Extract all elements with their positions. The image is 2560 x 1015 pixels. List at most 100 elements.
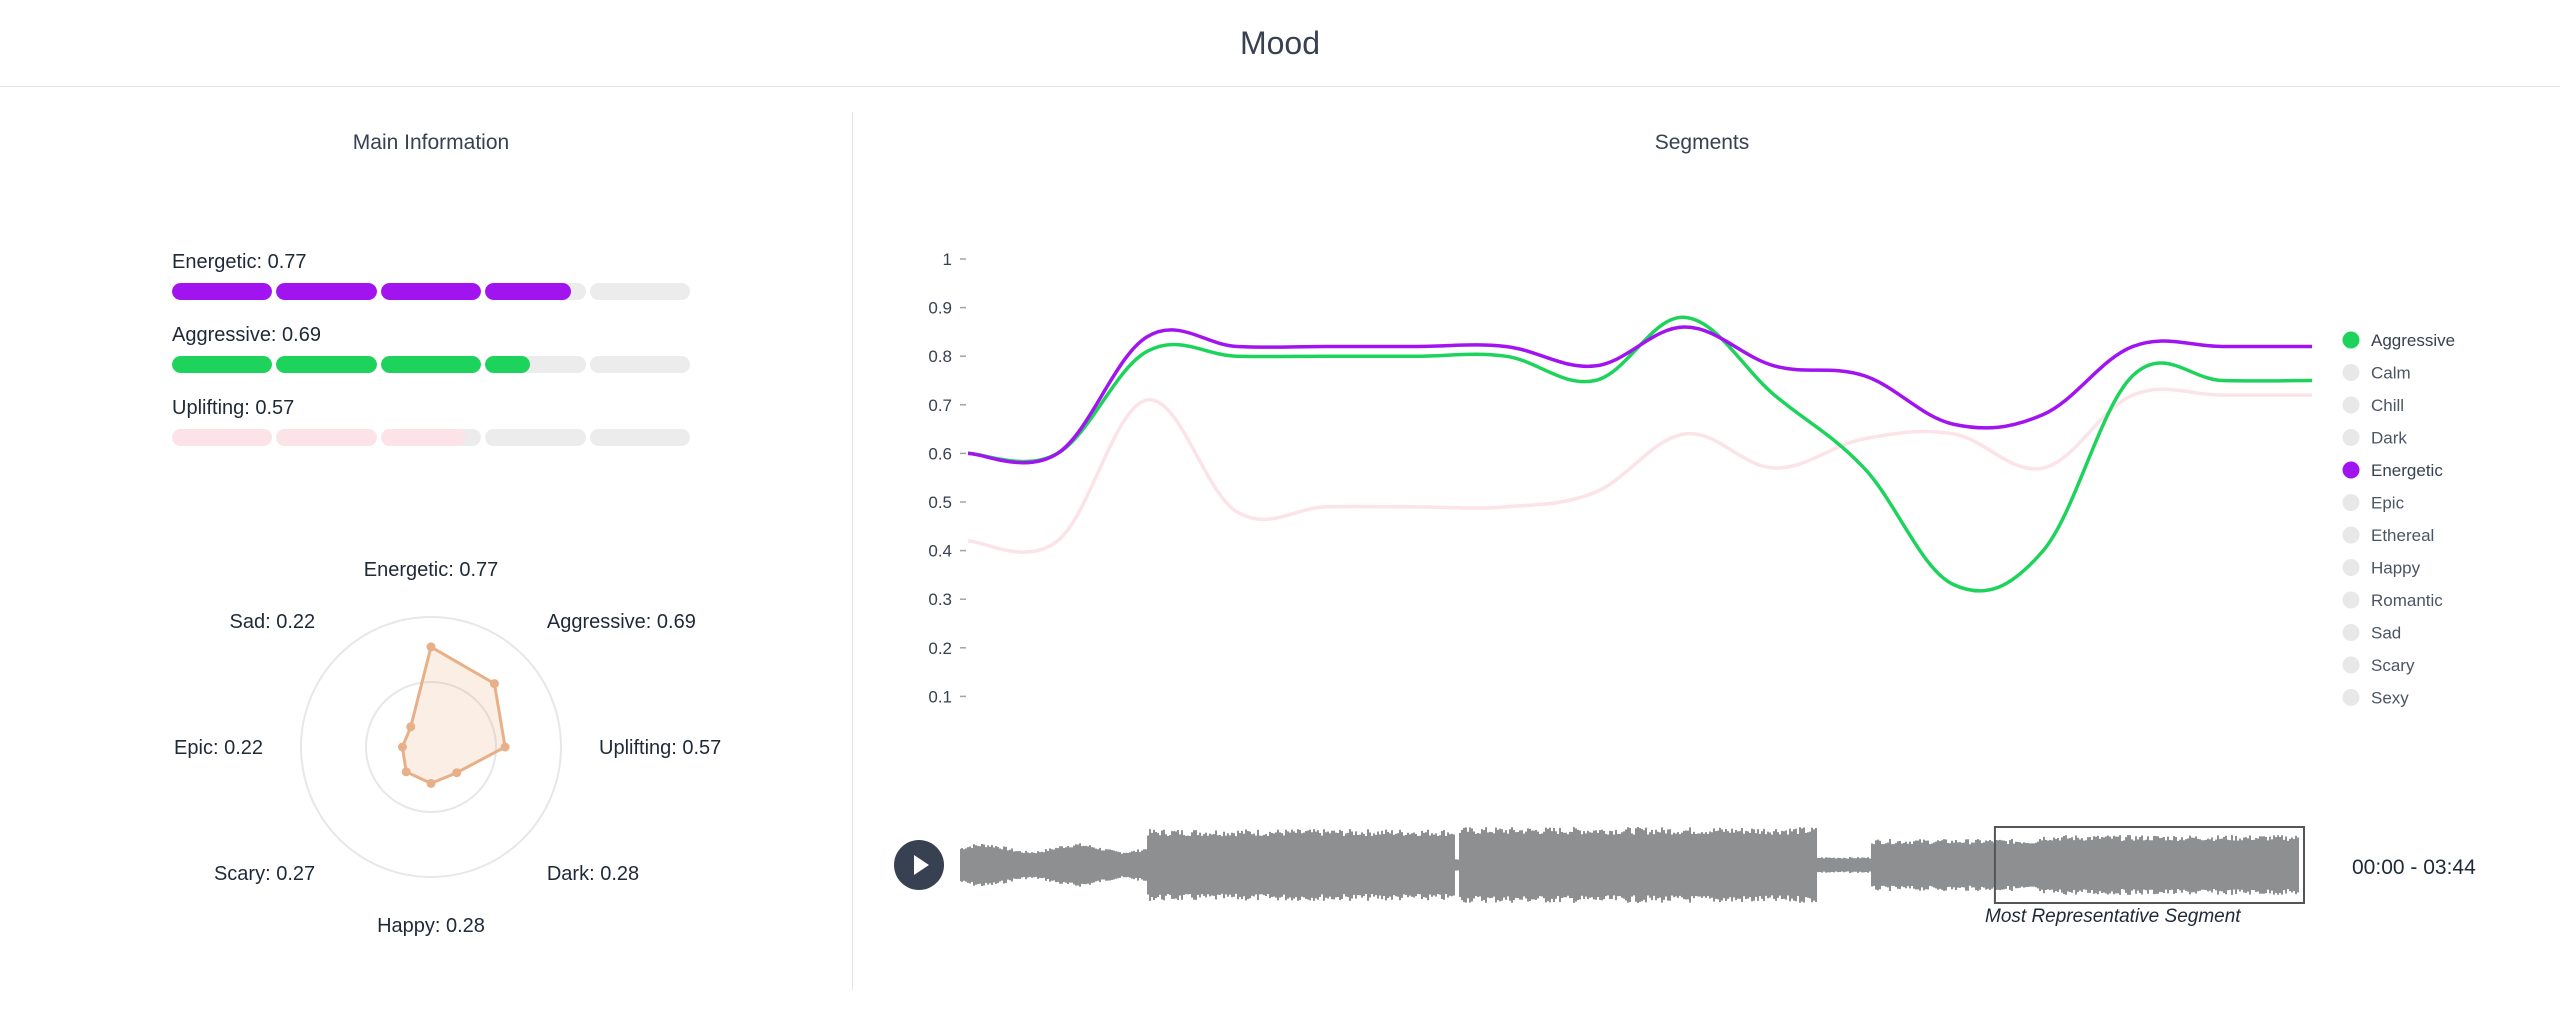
- y-tick-label: 0.6: [928, 444, 952, 463]
- mood-radar-chart: Energetic: 0.77 Aggressive: 0.69 Uplifting…: [174, 559, 721, 937]
- radar-point: [489, 679, 499, 689]
- mood-bar-energetic: Energetic: 0.77: [172, 251, 691, 300]
- radar-axis-label: Sad: 0.22: [230, 611, 316, 633]
- radar-point: [452, 768, 462, 778]
- legend-swatch: [2342, 689, 2360, 706]
- y-tick-label: 0.4: [928, 542, 952, 561]
- legend-label: Sad: [2371, 624, 2401, 643]
- mood-bar-track: [172, 283, 691, 300]
- mood-bar-segment: [380, 283, 482, 300]
- radar-axis-label: Scary: 0.27: [214, 863, 315, 885]
- mood-bar-segment: [276, 356, 377, 373]
- mood-bar-aggressive: Aggressive: 0.69: [172, 324, 691, 373]
- legend-label: Romantic: [2371, 591, 2443, 610]
- representative-segment-label: Most Representative Segment: [1985, 906, 2241, 927]
- mood-bar-segment: [172, 283, 273, 300]
- legend-item-calm[interactable]: Calm: [2342, 364, 2411, 383]
- mood-bar-segment: [485, 429, 586, 446]
- legend-item-sexy[interactable]: Sexy: [2342, 689, 2410, 708]
- y-tick-label: 0.2: [928, 639, 952, 658]
- y-tick-label: 0.3: [928, 590, 952, 609]
- radar-area: [400, 644, 507, 786]
- legend-item-happy[interactable]: Happy: [2342, 559, 2421, 578]
- legend-label: Calm: [2371, 364, 2411, 383]
- legend-label: Ethereal: [2371, 526, 2434, 545]
- legend-swatch: [2342, 526, 2360, 544]
- mood-bar-segment: [589, 283, 691, 300]
- play-button[interactable]: [894, 840, 944, 890]
- legend-item-scary[interactable]: Scary: [2342, 656, 2415, 675]
- y-tick-label: 1: [943, 250, 952, 269]
- mood-bar-segment: [589, 429, 691, 446]
- legend-item-ethereal[interactable]: Ethereal: [2342, 526, 2435, 545]
- series-line-energetic: [967, 325, 2312, 465]
- segments-title: Segments: [1654, 131, 1750, 154]
- legend-swatch: [2342, 331, 2360, 349]
- y-tick-label: 0.8: [928, 347, 952, 366]
- mood-bar-segment: [172, 356, 273, 373]
- mood-bar-track: [172, 356, 691, 373]
- radar-ring-outer: [300, 616, 562, 878]
- radar-point: [401, 767, 411, 777]
- radar-axis-label: Aggressive: 0.69: [547, 611, 696, 633]
- legend-label: Aggressive: [2371, 331, 2455, 350]
- radar-axis-label: Epic: 0.22: [174, 737, 263, 759]
- radar-point: [397, 742, 407, 752]
- page-title: Mood: [1239, 24, 1321, 61]
- mood-bar-segment: [485, 283, 586, 300]
- mood-bar-segment: [380, 429, 482, 446]
- mood-bar-label: Aggressive: 0.69: [172, 324, 321, 346]
- radar-ring-inner: [365, 681, 497, 813]
- mood-bar-label: Energetic: 0.77: [172, 251, 307, 273]
- legend-swatch: [2342, 591, 2360, 609]
- legend-label: Epic: [2371, 494, 2405, 513]
- radar-point: [406, 722, 416, 732]
- radar-axis-label: Uplifting: 0.57: [599, 737, 721, 759]
- legend-label: Dark: [2371, 429, 2407, 448]
- legend-swatch: [2342, 461, 2360, 479]
- legend-swatch: [2342, 559, 2360, 576]
- mood-bar-segment: [485, 356, 586, 373]
- mood-bar-segment: [380, 356, 482, 373]
- section-divider: [852, 112, 853, 990]
- radar-axis-label: Energetic: 0.77: [364, 559, 499, 581]
- mood-bar-segment: [589, 356, 691, 373]
- legend-item-chill[interactable]: Chill: [2342, 396, 2405, 415]
- legend-label: Happy: [2371, 559, 2421, 578]
- legend-label: Scary: [2371, 656, 2415, 675]
- legend-item-romantic[interactable]: Romantic: [2342, 591, 2444, 610]
- radar-point: [500, 742, 510, 752]
- y-tick-label: 0.9: [928, 299, 952, 318]
- legend-label: Sexy: [2371, 689, 2409, 708]
- representative-segment-box[interactable]: [1993, 826, 2306, 904]
- mood-bar-segment: [276, 283, 377, 300]
- legend-item-sad[interactable]: Sad: [2342, 624, 2402, 643]
- series-line-aggressive: [967, 315, 2313, 593]
- radar-axis-label: Happy: 0.28: [377, 915, 485, 937]
- y-tick-label: 0.5: [928, 493, 952, 512]
- legend-item-epic[interactable]: Epic: [2342, 494, 2405, 513]
- legend-item-energetic[interactable]: Energetic: [2342, 461, 2444, 480]
- legend-label: Chill: [2371, 396, 2404, 415]
- mood-bar-segment: [172, 429, 273, 446]
- mood-bar-uplifting: Uplifting: 0.57: [172, 397, 691, 446]
- legend-swatch: [2342, 624, 2360, 641]
- legend-swatch: [2342, 396, 2360, 414]
- series-line-uplifting: [967, 387, 2312, 554]
- y-tick-label: 0.1: [928, 687, 952, 706]
- legend-label: Energetic: [2371, 461, 2443, 480]
- play-icon: [914, 855, 929, 875]
- mood-bar-segment: [276, 429, 377, 446]
- waveform-shape: [960, 827, 2299, 903]
- radar-axis-label: Dark: 0.28: [547, 863, 639, 885]
- legend-item-aggressive[interactable]: Aggressive: [2342, 331, 2456, 350]
- y-tick-label: 0.7: [928, 396, 952, 415]
- segments-line-chart: 00.10.20.30.40.50.60.70.80.9100:0000:150…: [928, 250, 2456, 708]
- legend-item-dark[interactable]: Dark: [2342, 429, 2408, 448]
- mood-bar-label: Uplifting: 0.57: [172, 397, 295, 419]
- main-information-title: Main Information: [352, 131, 510, 154]
- radar-point: [426, 778, 436, 788]
- mood-bar-track: [172, 429, 691, 446]
- legend-swatch: [2342, 429, 2360, 446]
- audio-waveform[interactable]: [960, 815, 2320, 915]
